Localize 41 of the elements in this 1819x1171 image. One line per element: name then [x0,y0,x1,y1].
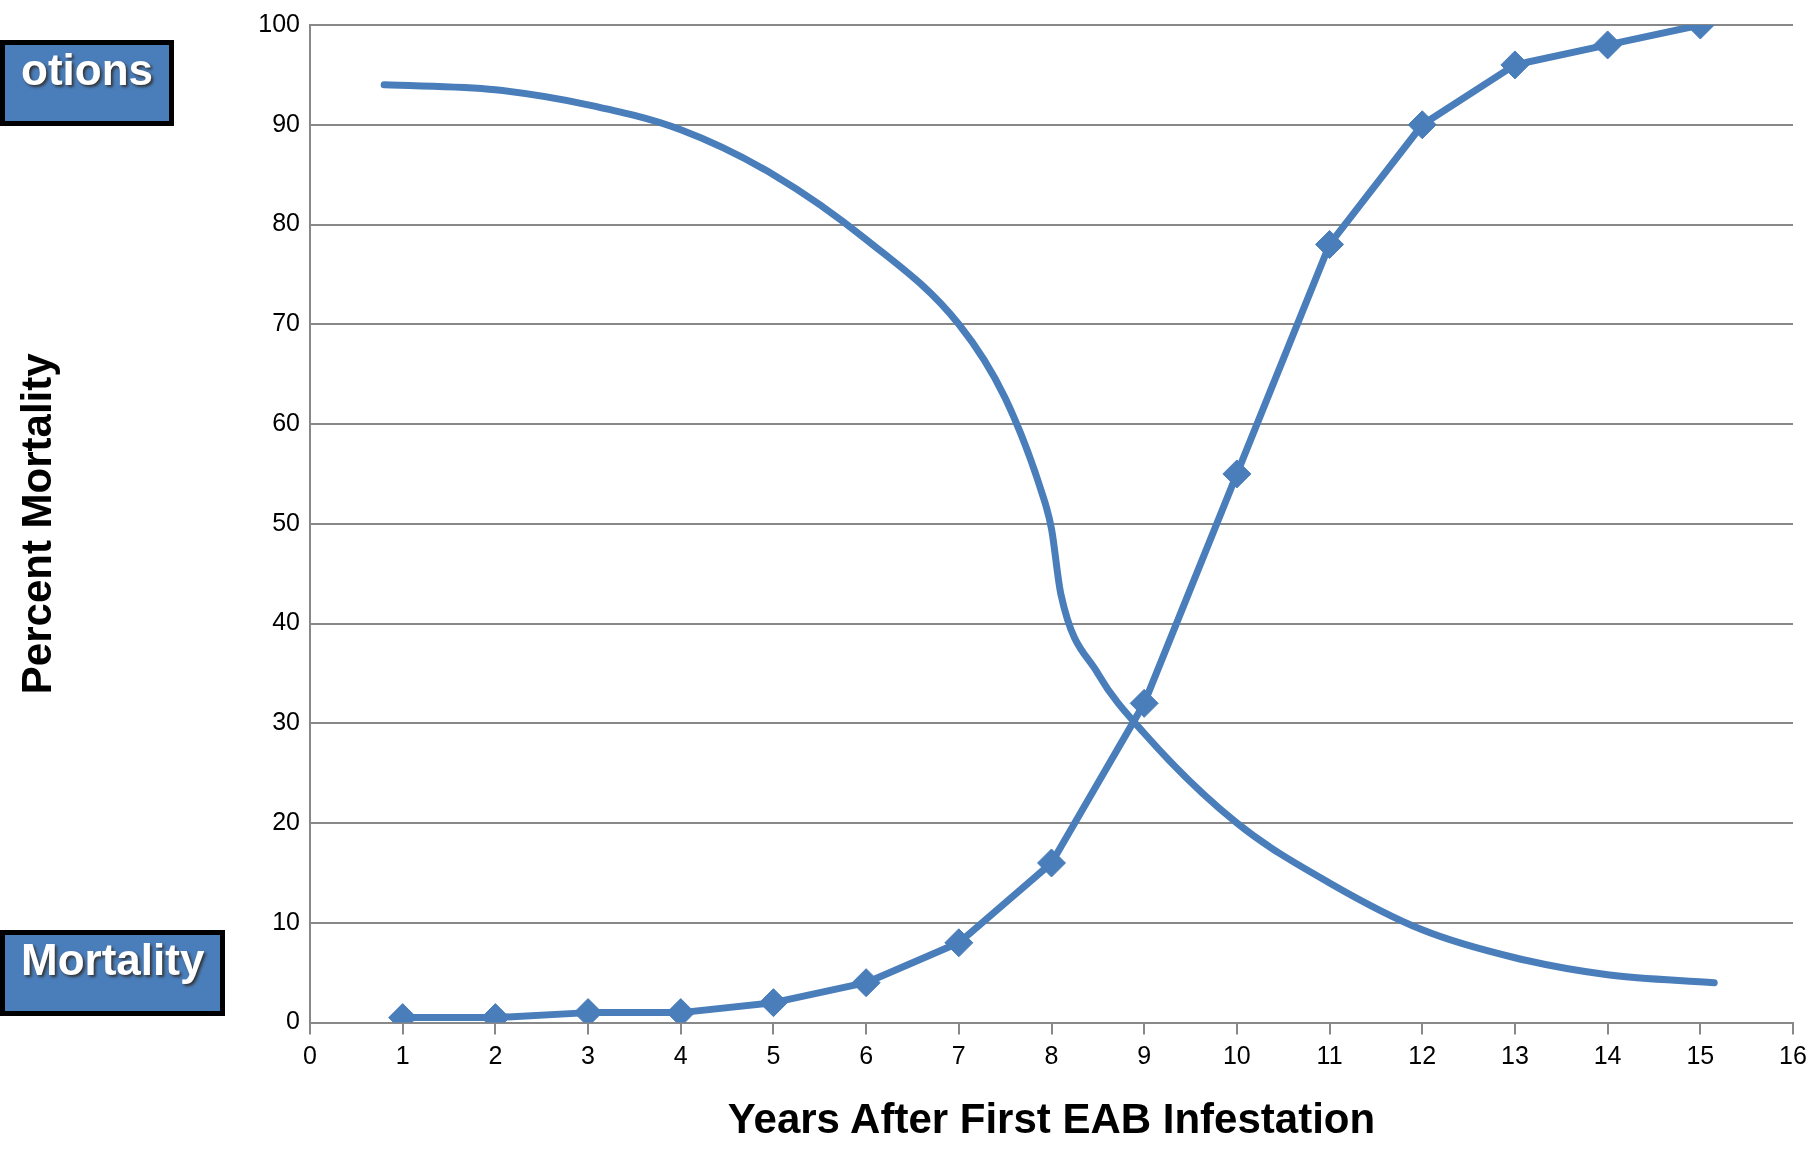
x-tick-label: 13 [1501,1041,1529,1070]
x-tick-label: 3 [581,1041,596,1070]
point [1500,50,1530,80]
x-tick-label: 12 [1408,1041,1437,1070]
point [1129,688,1159,718]
y-tick-label: 30 [272,707,300,736]
text: Mortality [0,930,226,1016]
point [1315,229,1345,259]
x-axis-title: Years After First EAB Infestation [727,1095,1376,1143]
y-tick-label: 10 [272,906,300,935]
point [944,928,974,958]
y-axis-title: Percent Mortality [12,352,60,695]
y-tick-label: 100 [258,8,300,37]
x-tick-label: 10 [1222,1041,1251,1070]
point [1222,459,1252,489]
x-tick-label: 16 [1779,1041,1807,1070]
point [758,988,788,1018]
y-tick-label: 90 [272,108,300,137]
point [1037,848,1066,878]
text: otions [0,40,174,126]
x-tick-label: 4 [673,1041,688,1070]
y-tick-label: 20 [272,806,300,835]
y-tick-label: 60 [272,407,300,436]
x-tick-label: 11 [1316,1041,1343,1070]
x-tick-label: 1 [395,1041,410,1070]
y-tick-label: 70 [272,308,300,337]
x-tick-label: 14 [1593,1041,1622,1070]
y-tick-label: 40 [272,607,300,636]
point [1593,30,1623,60]
x-tick-label: 8 [1044,1041,1059,1070]
x-tick-label: 7 [951,1041,966,1070]
x-tick-label: 2 [488,1041,503,1070]
x-tick-label: 15 [1686,1041,1715,1070]
y-tick-label: 80 [272,208,300,237]
point [851,968,881,998]
x-tick-label: 6 [859,1041,874,1070]
point [1407,110,1437,140]
x-tick-label: 5 [766,1041,781,1070]
y-tick-label: 50 [272,507,300,536]
y-tick-label: 0 [286,1006,300,1035]
x-tick-label: 9 [1137,1041,1152,1070]
